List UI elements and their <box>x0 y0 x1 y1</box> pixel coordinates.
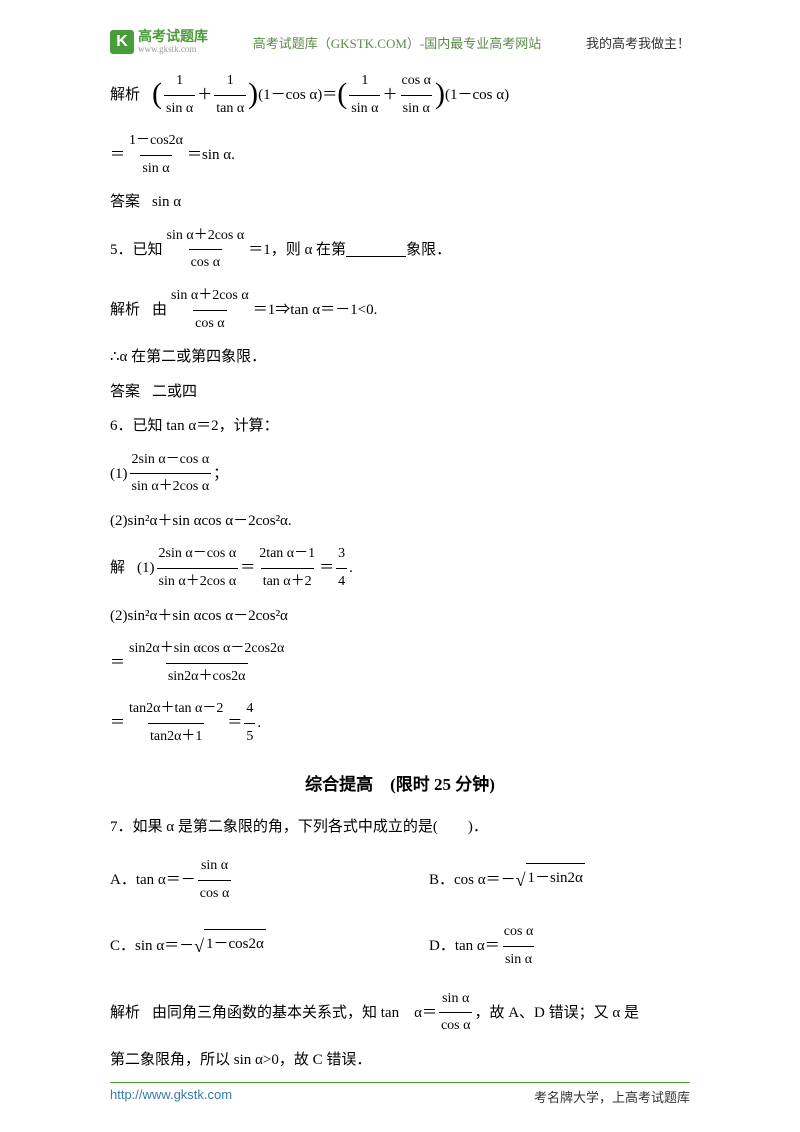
q6-sol2b: ＝ sin2α＋sin αcos α－2cos2αsin2α＋cos2α <box>110 636 690 690</box>
q5-analysis: 解析 由 sin α＋2cos αcos α ＝1⇒tan α＝－1<0. <box>110 283 690 337</box>
logo-url: www.gkstk.com <box>138 45 208 54</box>
q6-title: 6．已知 tan α＝2，计算： <box>110 412 690 441</box>
q5-title: 5．已知 sin α＋2cos αcos α ＝1，则 α 在第 象限． <box>110 223 690 277</box>
analysis-label: 解析 <box>110 81 140 110</box>
page-footer: http://www.gkstk.com 考名牌大学，上高考试题库 <box>110 1082 690 1106</box>
q4-analysis-line2: ＝ 1－cos2αsin α ＝sin α. <box>110 128 690 182</box>
logo-icon: K <box>110 30 134 54</box>
blank-field <box>346 243 406 257</box>
q5-answer: 答案 二或四 <box>110 378 690 407</box>
header-right: 我的高考我做主！ <box>586 33 690 52</box>
q6-sol1: 解 (1) 2sin α－cos αsin α＋2cos α ＝ 2tan α－… <box>110 541 690 595</box>
header-center: 高考试题库（GKSTK.COM）-国内最专业高考网站 <box>220 33 574 52</box>
logo: K 高考试题库 www.gkstk.com <box>110 30 208 54</box>
q7-row1: A．tan α＝－ sin αcos α B．cos α＝－ √1－sin2α <box>110 847 690 913</box>
q7-row2: C．sin α＝－ √1－cos2α D．tan α＝ cos αsin α <box>110 913 690 979</box>
q7-title: 7．如果 α 是第二象限的角，下列各式中成立的是( )． <box>110 813 690 842</box>
page-header: K 高考试题库 www.gkstk.com 高考试题库（GKSTK.COM）-国… <box>110 30 690 54</box>
q5-conclusion: ∴α 在第二或第四象限． <box>110 343 690 372</box>
q4-answer: 答案 sin α <box>110 188 690 217</box>
q4-analysis-line1: 解析 ( 1sin α ＋ 1tan α ) (1－cos α)＝ ( 1sin… <box>110 68 690 122</box>
q7-analysis1: 解析 由同角三角函数的基本关系式，知 tan α＝ sin αcos α ，故 … <box>110 986 690 1040</box>
q6-sol2c: ＝ tan2α＋tan α－2tan2α＋1 ＝ 45 . <box>110 696 690 750</box>
footer-slogan: 考名牌大学，上高考试题库 <box>534 1087 690 1106</box>
content: 解析 ( 1sin α ＋ 1tan α ) (1－cos α)＝ ( 1sin… <box>110 68 690 1074</box>
section-title: 综合提高 (限时 25 分钟) <box>110 769 690 801</box>
q6-part2: (2)sin²α＋sin αcos α－2cos²α. <box>110 507 690 536</box>
q6-sol2a: (2)sin²α＋sin αcos α－2cos²α <box>110 602 690 631</box>
logo-title: 高考试题库 <box>138 31 208 45</box>
q7-analysis2: 第二象限角，所以 sin α>0，故 C 错误． <box>110 1046 690 1075</box>
q6-part1: (1) 2sin α－cos αsin α＋2cos α ； <box>110 447 690 501</box>
footer-url[interactable]: http://www.gkstk.com <box>110 1087 232 1106</box>
